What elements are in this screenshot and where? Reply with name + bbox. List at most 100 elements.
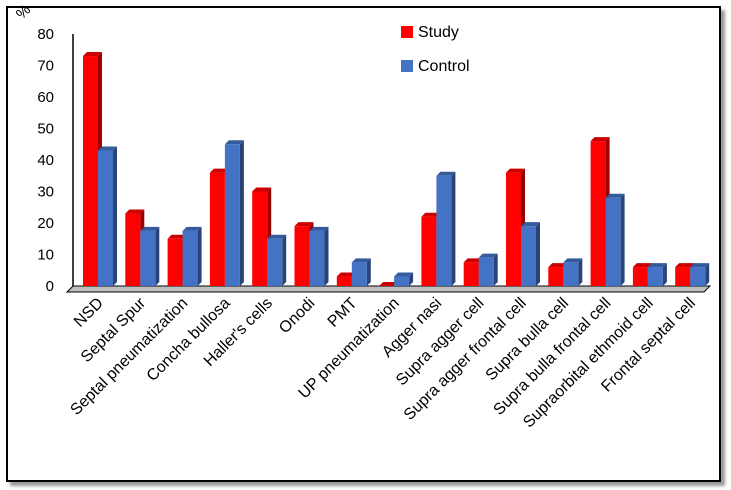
bar-side — [536, 222, 540, 286]
bar-control — [351, 258, 371, 286]
bar-control — [394, 272, 414, 286]
legend-swatch-study — [401, 26, 413, 38]
bar-front — [632, 267, 648, 286]
bar-top — [83, 52, 102, 57]
bar-top — [379, 282, 399, 286]
bar-top — [309, 226, 329, 231]
bar-top — [521, 222, 540, 227]
bar-top — [252, 187, 272, 192]
bar-top — [267, 234, 287, 239]
bar-top — [182, 226, 202, 231]
category-label: Onodi — [276, 295, 318, 337]
bar-front — [690, 267, 706, 286]
bar-top — [140, 226, 160, 231]
y-tick-label: 20 — [37, 215, 54, 232]
bar-front — [309, 230, 325, 286]
bar-front — [675, 267, 691, 286]
bar-control — [436, 171, 456, 286]
bar-front — [421, 216, 437, 286]
legend-label-control: Control — [418, 58, 470, 75]
bar-top — [647, 263, 667, 268]
bar-control — [224, 140, 244, 286]
bar-front — [294, 226, 310, 286]
bar-top — [351, 258, 371, 263]
bar-front — [605, 197, 621, 286]
legend-swatch-control — [401, 60, 413, 72]
y-tick-label: 0 — [46, 278, 54, 295]
bar-top — [675, 263, 695, 268]
bar-side — [197, 226, 202, 286]
chart-floor-plane — [65, 285, 712, 293]
bar-top — [294, 222, 314, 227]
bar-control — [140, 226, 160, 286]
bar-front — [336, 276, 352, 286]
bar-top — [548, 263, 568, 268]
bar-front — [351, 262, 367, 286]
bar-front — [590, 141, 606, 286]
bar-side — [239, 140, 244, 286]
bar-front — [436, 175, 452, 286]
bar-side — [662, 263, 667, 286]
bar-top — [590, 137, 610, 142]
y-tick-label: 50 — [37, 121, 54, 138]
y-tick-label: 10 — [37, 247, 54, 264]
bar-top — [167, 234, 187, 239]
bar-front — [478, 257, 494, 286]
bar-top — [632, 263, 652, 268]
y-axis-label: % — [13, 1, 34, 22]
bar-control — [267, 234, 287, 286]
bar-front — [548, 267, 564, 286]
bar-side — [620, 193, 625, 286]
y-tick-label: 70 — [37, 58, 54, 75]
y-tick-label: 60 — [37, 89, 54, 106]
bar-top — [690, 263, 710, 268]
bar-control — [182, 226, 202, 286]
bar-top — [98, 146, 117, 151]
bar-side — [578, 258, 583, 286]
bar-top — [563, 258, 583, 263]
bar-front — [125, 213, 141, 286]
bar-side — [366, 258, 371, 286]
bar-control — [605, 193, 625, 286]
bar-top — [436, 171, 456, 176]
bar-control — [98, 146, 117, 286]
bar-top — [394, 272, 414, 277]
bar-front — [647, 267, 663, 286]
bar-front — [224, 144, 240, 286]
bar-top — [125, 209, 145, 214]
y-tick-label: 30 — [37, 184, 54, 201]
bar-front — [98, 150, 113, 286]
bar-top — [506, 168, 525, 173]
bar-control — [521, 222, 540, 286]
y-tick-labels: 0 10 20 30 40 50 60 70 80 — [37, 26, 54, 295]
bar-front — [209, 172, 225, 286]
bar-top — [463, 258, 483, 263]
bar-control — [478, 253, 498, 286]
bar-front — [563, 262, 579, 286]
bar-side — [113, 146, 117, 286]
bar-side — [155, 226, 160, 286]
bar-side — [705, 263, 710, 286]
bar-side — [451, 171, 456, 286]
bar-front — [83, 56, 98, 286]
bar-front — [394, 276, 410, 286]
bar-front — [463, 262, 479, 286]
bar-front — [267, 238, 283, 286]
legend-label-study: Study — [418, 24, 459, 41]
legend: Study Control — [401, 24, 470, 75]
bar-control — [563, 258, 583, 286]
bar-control — [690, 263, 710, 286]
bar-front — [521, 226, 536, 286]
y-tick-label: 80 — [37, 26, 54, 43]
bars — [83, 52, 710, 287]
bar-side — [324, 226, 329, 286]
bar-front — [182, 230, 198, 286]
bar-side — [282, 234, 287, 286]
bar-control — [309, 226, 329, 286]
chart-floor — [65, 285, 712, 293]
bar-top — [209, 168, 229, 173]
bar-study — [379, 282, 399, 287]
bar-front — [167, 238, 183, 286]
